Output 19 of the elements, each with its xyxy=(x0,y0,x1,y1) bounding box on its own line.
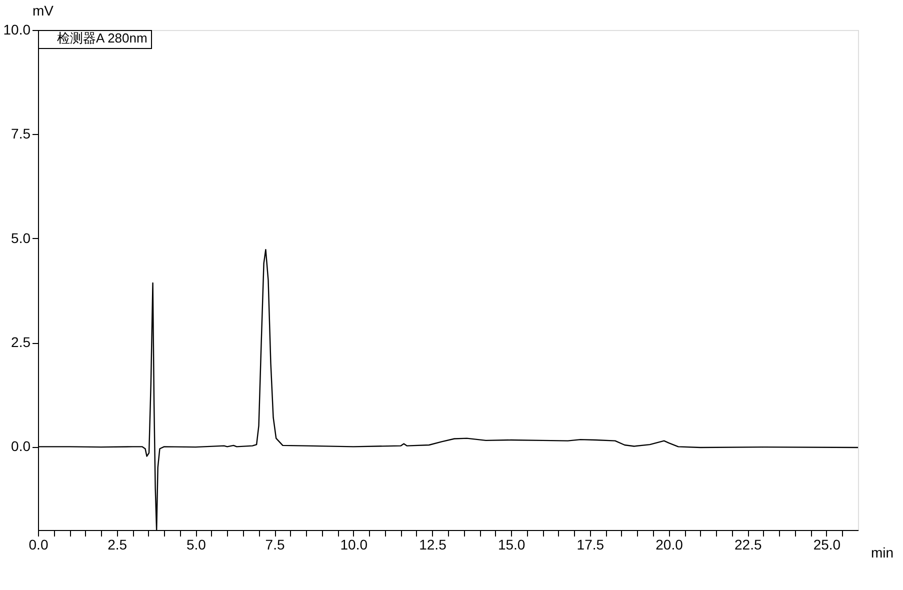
y-tick-label: 5.0 xyxy=(11,230,31,246)
x-tick-label: 25.0 xyxy=(813,536,841,552)
text: 检测器A 280nm xyxy=(57,30,148,46)
x-tick-label: 0.0 xyxy=(28,536,48,552)
x-tick-label: 5.0 xyxy=(186,536,206,552)
x-tick-label: 12.5 xyxy=(419,536,447,552)
x-tick-label: 15.0 xyxy=(498,536,526,552)
y-tick-label: 7.5 xyxy=(11,126,31,142)
x-tick-label: 20.0 xyxy=(656,536,684,552)
y-tick-label: 2.5 xyxy=(11,334,31,350)
x-tick-label: 7.5 xyxy=(265,536,285,552)
x-tick-label: 10.0 xyxy=(340,536,368,552)
y-tick-label: 10.0 xyxy=(3,22,31,38)
y-tick-label: 0.0 xyxy=(11,438,31,454)
y-axis-title: mV xyxy=(32,2,54,18)
x-axis-title: min xyxy=(870,544,894,560)
x-tick-label: 2.5 xyxy=(108,536,128,552)
x-tick-label: 22.5 xyxy=(734,536,762,552)
x-tick-label: 17.5 xyxy=(576,536,604,552)
